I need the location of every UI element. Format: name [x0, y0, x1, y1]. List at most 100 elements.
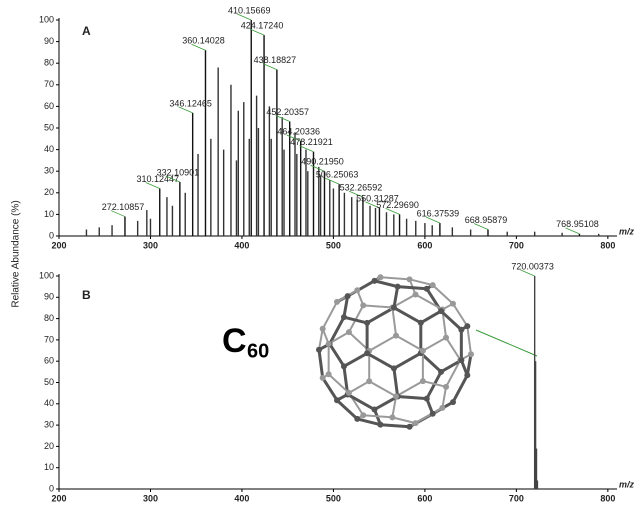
label-leader: [249, 28, 265, 36]
x-tick-label: 400: [234, 493, 249, 503]
x-tick-label: 200: [51, 240, 66, 250]
x-tick-label: 800: [600, 493, 615, 503]
bond: [465, 352, 473, 377]
bond: [408, 278, 434, 287]
bond: [365, 351, 396, 370]
label-leader: [275, 115, 290, 122]
bond: [321, 376, 339, 402]
atom: [449, 399, 456, 406]
y-tick-label: 40: [44, 144, 54, 154]
atom: [429, 282, 436, 289]
y-tick-label: 90: [44, 292, 54, 302]
bond: [355, 417, 382, 427]
label-leader: [262, 63, 278, 71]
bond: [379, 276, 411, 281]
atom: [364, 319, 371, 326]
x-tick-label: 300: [143, 493, 158, 503]
peak-label: 616.37539: [417, 208, 460, 218]
atom: [412, 291, 419, 298]
bond: [335, 398, 359, 421]
atom: [438, 368, 445, 375]
label-leader: [385, 208, 400, 215]
x-axis-label: m/z: [619, 226, 635, 236]
atom: [443, 383, 450, 390]
atom: [316, 346, 323, 353]
atom: [419, 347, 426, 354]
atom: [406, 423, 413, 430]
label-leader: [520, 269, 535, 277]
y-tick-label: 50: [44, 377, 54, 387]
bond: [368, 334, 398, 352]
peak-label: 332.10901: [157, 167, 200, 177]
y-tick-label: 30: [44, 419, 54, 429]
bond: [421, 380, 448, 388]
atom: [364, 350, 371, 357]
x-tick-label: 700: [509, 240, 524, 250]
y-tick-label: 0: [49, 230, 54, 240]
y-tick-label: 100: [39, 14, 54, 24]
atom: [438, 308, 445, 315]
y-tick-label: 10: [44, 462, 54, 472]
atom: [443, 334, 450, 341]
bond: [451, 302, 469, 328]
label-leader: [324, 177, 340, 185]
label-leader: [165, 175, 181, 183]
bond: [441, 385, 448, 409]
bond: [445, 359, 462, 388]
atom: [345, 329, 352, 336]
atom: [325, 340, 332, 347]
bond: [395, 334, 424, 352]
peak-label: 720.00373: [511, 261, 554, 271]
y-tick-label: 50: [44, 122, 54, 132]
bond: [365, 306, 396, 325]
bond: [396, 285, 429, 291]
y-tick-label: 40: [44, 398, 54, 408]
bond: [445, 336, 462, 362]
atom: [449, 300, 456, 307]
atom: [377, 274, 384, 281]
bond: [421, 336, 448, 352]
atom: [340, 314, 347, 321]
bond: [414, 293, 444, 311]
bond: [419, 351, 443, 374]
formula-subscript: 60: [247, 340, 269, 362]
bond: [342, 364, 350, 396]
peak-label: 464.20336: [277, 126, 320, 136]
y-tick-label: 80: [44, 58, 54, 68]
bond: [425, 370, 443, 401]
atom: [464, 372, 471, 379]
y-tick-label: 80: [44, 313, 54, 323]
bond: [392, 285, 400, 310]
bond: [396, 395, 429, 401]
y-tick-label: 10: [44, 209, 54, 219]
x-tick-label: 500: [326, 493, 341, 503]
peak-label: 478.21921: [290, 137, 333, 147]
atom: [389, 414, 396, 421]
peak-label: 424.17240: [241, 20, 284, 30]
atom: [394, 283, 401, 290]
x-tick-label: 200: [51, 493, 66, 503]
bond: [419, 309, 443, 325]
bond: [328, 342, 346, 368]
atom: [467, 351, 474, 358]
label-leader: [145, 182, 160, 189]
peak-label: 572.29690: [376, 200, 419, 210]
peak-label: 668.95879: [465, 215, 508, 225]
y-tick-label: 0: [49, 483, 54, 493]
atom: [334, 397, 341, 404]
label-leader: [237, 13, 252, 21]
label-leader: [425, 216, 441, 224]
bond: [346, 392, 376, 412]
bond: [391, 416, 417, 425]
y-tick-label: 30: [44, 166, 54, 176]
label-leader: [110, 210, 126, 217]
atom: [412, 420, 419, 427]
bond: [372, 279, 400, 289]
bond: [414, 406, 444, 425]
x-tick-label: 500: [326, 240, 341, 250]
formula: C: [222, 322, 247, 360]
atom: [393, 393, 400, 400]
bond: [392, 366, 400, 399]
label-leader: [299, 145, 314, 153]
